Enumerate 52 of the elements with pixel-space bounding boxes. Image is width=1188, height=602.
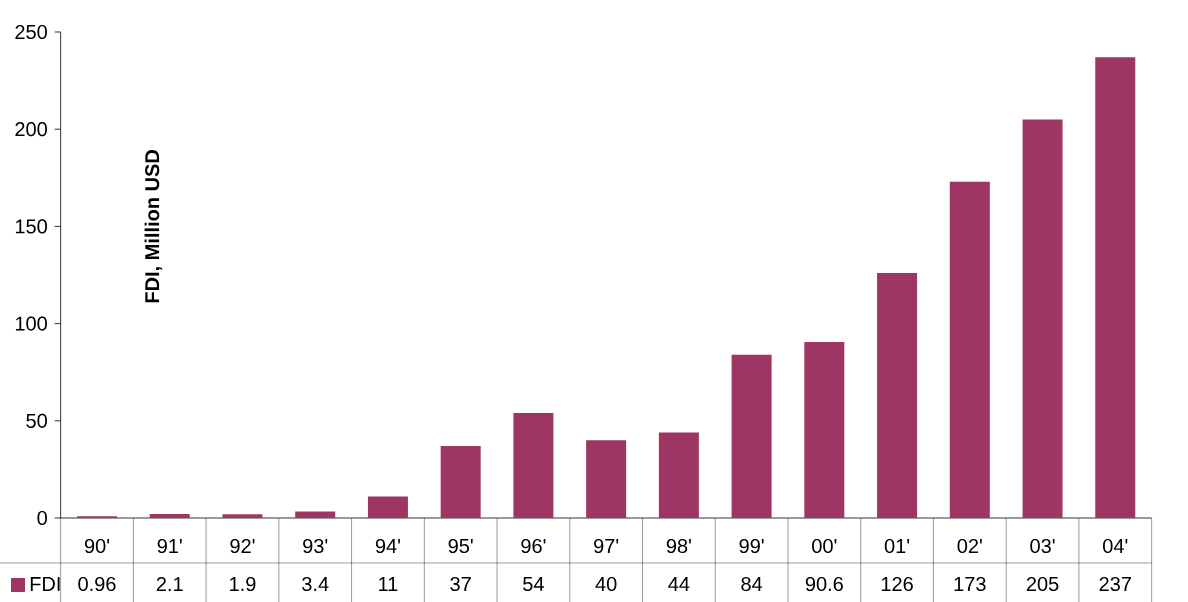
bar xyxy=(1095,57,1136,518)
data-label: 205 xyxy=(1026,576,1059,592)
data-label: 0.96 xyxy=(78,576,116,592)
legend-label: FDI xyxy=(30,577,60,591)
bar xyxy=(949,181,990,518)
bar xyxy=(731,354,772,518)
data-label: 84 xyxy=(741,576,763,592)
bar xyxy=(658,432,699,518)
bar xyxy=(222,514,263,518)
x-tick-label: 90' xyxy=(84,538,110,554)
y-tick-label: 50 xyxy=(26,413,47,428)
x-tick-label: 97' xyxy=(594,538,619,554)
data-label: 1.9 xyxy=(230,576,256,592)
x-tick-label: 96' xyxy=(521,538,546,554)
y-tick-label: 100 xyxy=(15,316,47,331)
bar xyxy=(440,446,481,518)
x-tick-label: 95' xyxy=(448,538,473,554)
bar xyxy=(586,440,627,518)
data-label: 2.1 xyxy=(156,577,183,591)
x-tick-label: 02' xyxy=(957,538,982,554)
x-tick-label: 93' xyxy=(303,538,328,554)
bar xyxy=(295,511,336,518)
bar xyxy=(149,513,190,518)
x-tick-label: 01' xyxy=(884,538,910,554)
data-label: 237 xyxy=(1099,576,1131,592)
bar xyxy=(367,496,408,518)
y-tick-label: 0 xyxy=(37,510,47,526)
y-tick-label: 200 xyxy=(15,122,47,137)
x-tick-label: 94' xyxy=(375,538,400,554)
x-tick-label: 00' xyxy=(812,538,837,554)
x-tick-label: 91' xyxy=(157,538,182,554)
bar xyxy=(513,413,554,518)
data-label: 54 xyxy=(523,577,544,591)
x-tick-label: 98' xyxy=(666,538,691,554)
x-tick-label: 99' xyxy=(739,538,764,554)
bar xyxy=(877,273,918,518)
data-label: 37 xyxy=(450,576,471,592)
y-tick-label: 250 xyxy=(15,24,47,40)
x-tick-label: 04' xyxy=(1103,538,1128,554)
data-label: 173 xyxy=(954,576,986,592)
data-label: 126 xyxy=(881,576,913,592)
data-label: 11 xyxy=(379,577,398,591)
data-label: 44 xyxy=(668,577,690,591)
x-tick-label: 03' xyxy=(1030,538,1055,554)
data-label: 90.6 xyxy=(805,576,843,592)
bar xyxy=(1022,119,1063,518)
data-label: 3.4 xyxy=(302,576,329,592)
y-tick-label: 150 xyxy=(15,219,47,234)
y-axis-title: FDI, Million USD xyxy=(144,150,163,303)
x-tick-label: 92' xyxy=(230,538,255,554)
data-label: 40 xyxy=(595,576,617,592)
bar xyxy=(804,341,845,518)
